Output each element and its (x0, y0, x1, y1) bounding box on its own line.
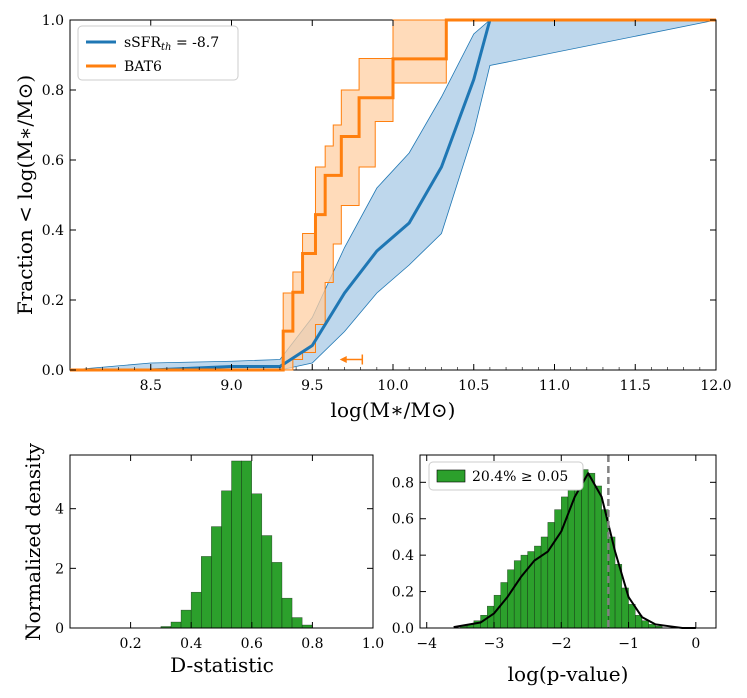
cdf-xtick-label: 10.0 (377, 378, 408, 394)
cdf-panel: 8.5 9.0 9.5 10.0 10.5 11.0 11.5 12.0 0.0 0.2 0.4 0.… (13, 13, 732, 422)
pval-ytick-label: 0.6 (392, 512, 414, 528)
pval-legend: 20.4% ≥ 0.05 (428, 461, 584, 491)
pval-ticks: −4 −3 −2 −1 0 0.0 0.2 0.4 0.6 0.8 (392, 455, 716, 652)
dstat-bar (190, 591, 202, 629)
pval-ytick-label: 0.4 (392, 548, 414, 564)
arrow-head (339, 356, 347, 363)
cdf-xtick-label: 8.5 (140, 378, 162, 394)
dstat-bar (231, 460, 242, 629)
dstat-xtick-label: 1.0 (362, 636, 384, 652)
pval-bar (574, 476, 582, 629)
pval-xtick-label: −1 (618, 636, 639, 652)
model-cdf-line (70, 18, 716, 372)
legend-box (77, 25, 239, 81)
pval-bar (507, 569, 515, 629)
dstat-ytick-label: 2 (55, 561, 64, 577)
pval-bar (594, 485, 602, 629)
pval-bar (587, 472, 596, 629)
dstat-xlabel: D-statistic (170, 653, 274, 677)
dstat-bar (221, 490, 232, 629)
pval-legend-box (428, 461, 584, 491)
cdf-xtick-label: 10.5 (458, 378, 489, 394)
pval-panel: −4 −3 −2 −1 0 0.0 0.2 0.4 0.6 0.8 log(p-value) 20… (392, 454, 717, 686)
dstat-bar (251, 493, 263, 629)
legend-model-label: sSFRth = -8.7 (124, 35, 219, 53)
dstat-xtick-label: 0.6 (241, 636, 263, 652)
dstat-bar (201, 556, 212, 629)
dstat-bar (291, 617, 303, 629)
pval-bar (554, 509, 562, 629)
pval-ytick-label: 0.2 (392, 585, 414, 601)
dstat-ytick-label: 4 (55, 502, 64, 518)
dstat-bar (281, 597, 293, 629)
pval-bar (547, 522, 555, 629)
pval-xtick-label: 0 (691, 636, 700, 652)
pval-xtick-label: −2 (551, 636, 572, 652)
pval-frame (419, 454, 717, 629)
bat6-band-upper (70, 19, 716, 371)
dstat-ylabel: Normalized density (21, 442, 45, 641)
dstat-bar (241, 460, 252, 629)
pval-legend-label: 20.4% ≥ 0.05 (472, 469, 568, 485)
pval-bar (520, 554, 528, 629)
cdf-xtick-label: 11.0 (539, 378, 570, 394)
dstat-bar (271, 562, 283, 629)
dstat-ytick-label: 0 (55, 621, 64, 637)
dstat-bars (160, 460, 313, 629)
pval-legend-swatch (436, 469, 466, 483)
cdf-legend: sSFRth = -8.7 BAT6 (77, 25, 239, 81)
legend-bat6-label: BAT6 (124, 59, 162, 75)
pval-bar (540, 536, 549, 629)
cdf-ytick-label: 0.0 (42, 363, 64, 379)
pval-bars (460, 469, 663, 629)
cdf-xtick-label: 9.5 (301, 378, 323, 394)
cdf-ytick-label: 1.0 (42, 13, 64, 29)
cdf-ytick-label: 0.6 (42, 153, 64, 169)
cdf-ylabel: Fraction < log(M∗/M⊙) (13, 75, 37, 315)
pval-xtick-label: −3 (484, 636, 505, 652)
cdf-xtick-label: 9.0 (220, 378, 242, 394)
dstat-bar (261, 535, 273, 629)
cdf-ticks: 8.5 9.0 9.5 10.0 10.5 11.0 11.5 12.0 0.0 0.2 0.4 0.… (42, 13, 732, 394)
dstat-panel: 0.2 0.4 0.6 0.8 1.0 0 2 4 D-statistic Normalize… (21, 442, 384, 677)
dstat-xtick-label: 0.4 (180, 636, 202, 652)
bat6-cdf-line (70, 18, 716, 372)
cdf-ytick-label: 0.2 (42, 293, 64, 309)
pval-bar (641, 620, 649, 629)
pval-bar (581, 469, 589, 629)
bat6-band-lower (70, 19, 716, 371)
dstat-frame (69, 454, 374, 629)
upper-limit-arrow (339, 354, 364, 365)
cdf-xlabel: log(M∗/M⊙) (331, 398, 456, 422)
pval-bar (628, 604, 636, 629)
cdf-xtick-label: 11.5 (620, 378, 651, 394)
cdf-lines (70, 18, 716, 372)
cdf-ytick-label: 0.4 (42, 223, 64, 239)
dstat-ticks: 0.2 0.4 0.6 0.8 1.0 0 2 4 (55, 455, 384, 652)
cdf-xtick-label: 12.0 (700, 378, 731, 394)
pval-ytick-label: 0.8 (392, 475, 414, 491)
dstat-xtick-label: 0.8 (301, 636, 323, 652)
dstat-bar (211, 526, 222, 629)
dstat-bar (170, 621, 182, 629)
pval-ytick-label: 0.0 (392, 621, 414, 637)
cdf-ytick-label: 0.8 (42, 83, 64, 99)
pval-xlabel: log(p-value) (508, 662, 629, 686)
dstat-bar (180, 609, 192, 629)
pval-bar (513, 560, 522, 629)
pval-xtick-label: −4 (416, 636, 437, 652)
dstat-xtick-label: 0.2 (119, 636, 141, 652)
